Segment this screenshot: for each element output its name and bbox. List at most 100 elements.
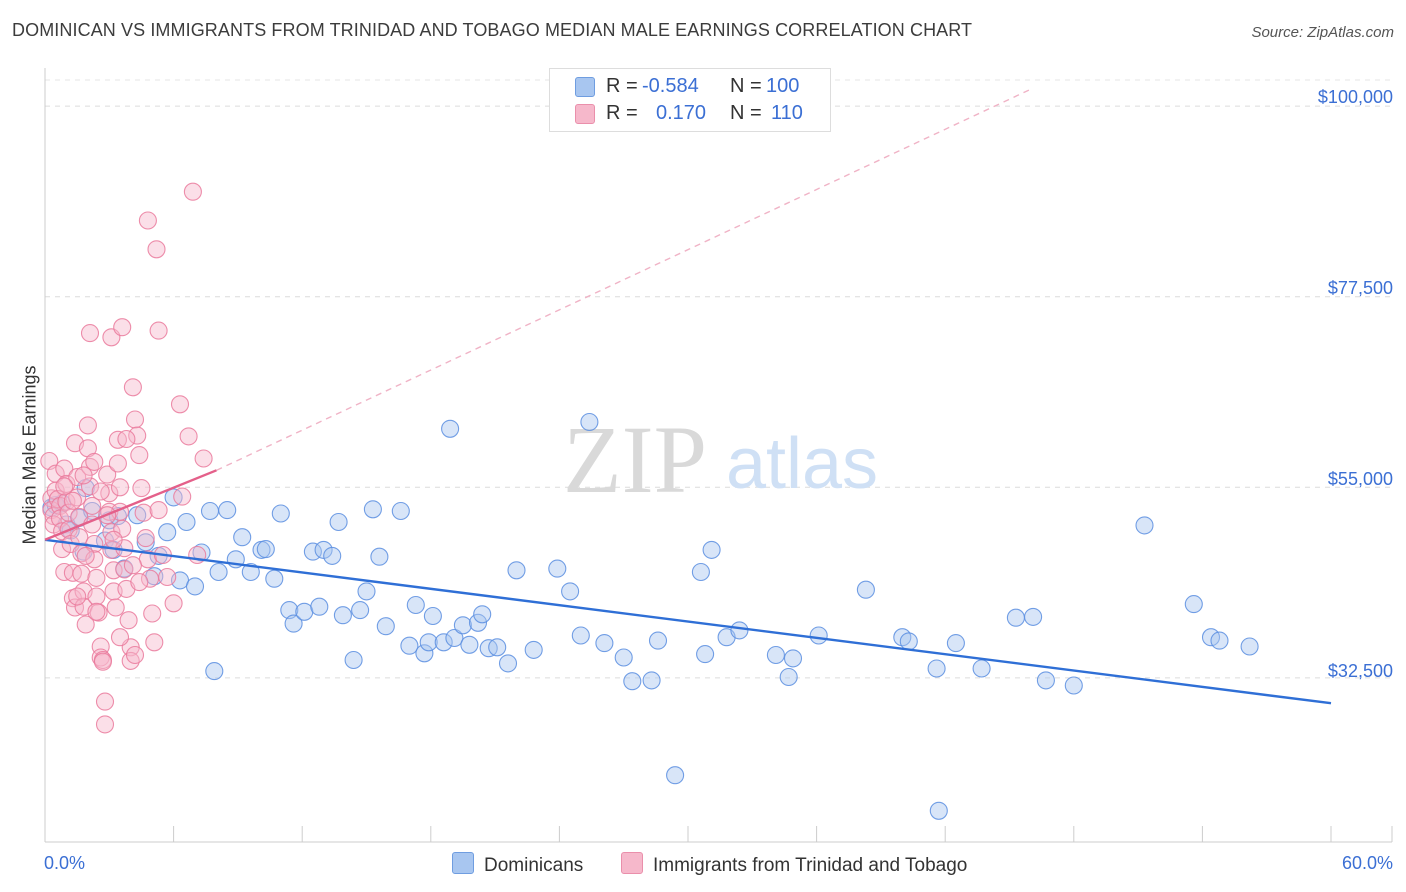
data-point	[702, 540, 721, 559]
data-point	[149, 321, 168, 340]
data-point	[95, 715, 115, 734]
data-point	[295, 602, 314, 621]
data-point	[130, 573, 149, 592]
data-point	[614, 648, 633, 667]
data-point	[80, 477, 100, 496]
data-point	[209, 562, 228, 582]
data-point	[1024, 607, 1043, 626]
correlation-legend: R = -0.584 N = 100 R = 0.170 N = 110	[549, 68, 831, 132]
data-point	[123, 378, 142, 397]
data-point	[177, 512, 196, 532]
trend-lines	[44, 88, 1332, 705]
data-point	[110, 478, 130, 497]
data-point	[205, 662, 224, 681]
data-point	[68, 587, 87, 606]
data-point	[200, 501, 220, 521]
data-point	[642, 671, 661, 690]
watermark-atlas: atlas	[726, 424, 878, 504]
data-point	[284, 614, 303, 633]
chart-title: DOMINICAN VS IMMIGRANTS FROM TRINIDAD AN…	[12, 20, 973, 40]
data-point	[104, 530, 123, 549]
data-point	[548, 559, 567, 578]
data-point	[1064, 676, 1083, 695]
data-point	[55, 477, 74, 496]
source-label: Source: ZipAtlas.com	[1251, 24, 1394, 41]
series-trinidad	[40, 182, 213, 734]
data-point	[344, 650, 363, 670]
data-point	[106, 598, 125, 617]
data-point	[218, 501, 237, 520]
data-point	[68, 468, 87, 487]
x-max-label: 60.0%	[1341, 853, 1393, 873]
data-point	[524, 640, 543, 659]
data-point	[370, 547, 389, 566]
data-point	[809, 626, 828, 645]
data-point	[194, 449, 213, 468]
y-tick-label: $32,500	[1327, 661, 1393, 681]
data-point	[80, 324, 100, 343]
data-point	[241, 562, 260, 582]
data-point	[125, 645, 145, 665]
legend-r-label: R =	[606, 75, 638, 97]
watermark: ZIP atlas	[563, 406, 878, 513]
bottom-legend-dominicans: Dominicans	[452, 852, 583, 877]
data-point	[488, 638, 507, 657]
data-point	[87, 602, 106, 621]
data-point	[453, 616, 472, 635]
y-axis-label: Median Male Earnings	[19, 365, 40, 545]
data-point	[766, 645, 785, 665]
data-point	[85, 452, 104, 471]
data-point	[333, 606, 352, 625]
legend-r-value: -0.584	[642, 75, 699, 97]
legend-swatch-dominicans	[575, 77, 595, 97]
legend-n-value: 110	[771, 102, 803, 124]
data-point	[179, 427, 198, 446]
data-point	[55, 459, 74, 478]
data-point	[783, 649, 803, 668]
watermark-zip: ZIP	[563, 406, 707, 513]
trend-line	[44, 538, 1332, 705]
data-point	[63, 491, 82, 510]
data-point	[441, 419, 460, 438]
data-point	[580, 412, 599, 432]
data-point	[329, 512, 348, 532]
data-point	[1184, 595, 1203, 614]
data-point	[280, 601, 299, 620]
data-point	[110, 628, 130, 647]
data-point	[696, 645, 715, 664]
data-point	[136, 529, 155, 548]
data-point	[233, 528, 252, 547]
data-point	[1006, 608, 1025, 627]
data-point	[779, 667, 798, 687]
data-point	[173, 487, 192, 506]
data-point	[666, 766, 685, 785]
trend-line-extension	[216, 88, 1032, 471]
data-point	[70, 528, 89, 547]
data-point	[93, 652, 112, 671]
legend-n-label: N =	[730, 102, 762, 124]
data-point	[185, 577, 205, 596]
data-point	[691, 562, 710, 582]
data-point	[134, 503, 153, 522]
data-point	[128, 426, 147, 445]
data-point	[164, 594, 183, 613]
data-point	[53, 540, 72, 559]
data-point	[143, 604, 162, 623]
data-point	[468, 613, 488, 632]
data-point	[91, 482, 110, 501]
data-point	[351, 601, 370, 620]
data-point	[391, 501, 410, 521]
bottom-legend-label: Immigrants from Trinidad and Tobago	[653, 855, 968, 876]
legend-row-dominicans: R = -0.584 N = 100	[550, 75, 830, 99]
data-point	[400, 636, 419, 655]
data-point	[98, 465, 117, 484]
legend-swatch-trinidad	[575, 104, 595, 124]
data-point	[1036, 671, 1055, 690]
data-point	[445, 628, 464, 648]
data-point	[1210, 631, 1229, 650]
data-point	[1240, 637, 1259, 656]
data-point	[87, 568, 106, 587]
y-tick-label: $100,000	[1317, 87, 1393, 107]
data-point	[183, 182, 202, 201]
bottom-swatch-dominicans	[452, 852, 474, 874]
